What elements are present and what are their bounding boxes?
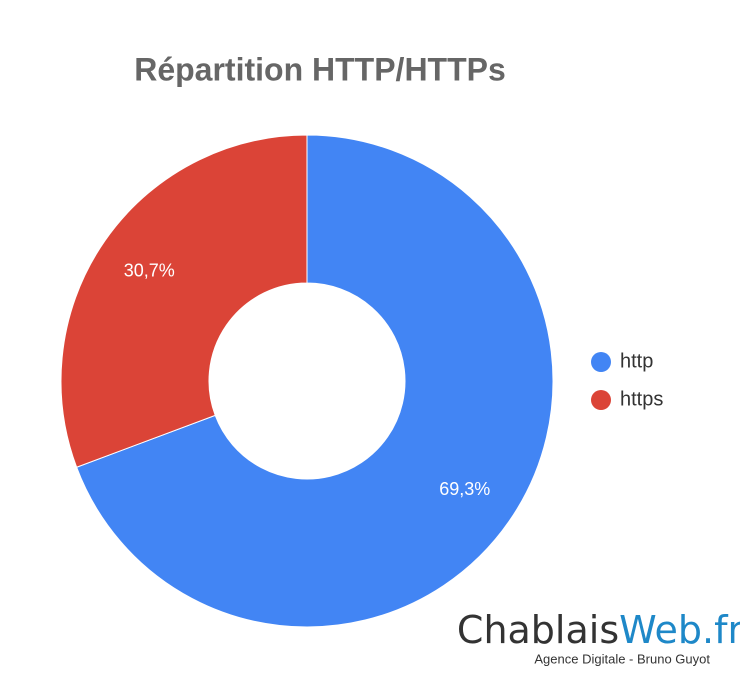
legend-label: http bbox=[620, 350, 653, 372]
legend-swatch bbox=[591, 390, 611, 410]
logo-brand: ChablaisWeb.fr bbox=[457, 608, 740, 652]
legend-label: https bbox=[620, 388, 663, 410]
logo-tagline: Agence Digitale - Bruno Guyot bbox=[534, 651, 710, 666]
logo-brand-start: Chablais bbox=[457, 608, 619, 652]
slice-label: 69,3% bbox=[439, 479, 490, 499]
legend-swatch bbox=[591, 352, 611, 372]
chart-title: Répartition HTTP/HTTPs bbox=[134, 51, 506, 87]
slice-label: 30,7% bbox=[124, 260, 175, 280]
logo-brand-end: Web.fr bbox=[619, 608, 740, 652]
donut-slice bbox=[60, 134, 308, 468]
donut-slice bbox=[75, 134, 554, 628]
